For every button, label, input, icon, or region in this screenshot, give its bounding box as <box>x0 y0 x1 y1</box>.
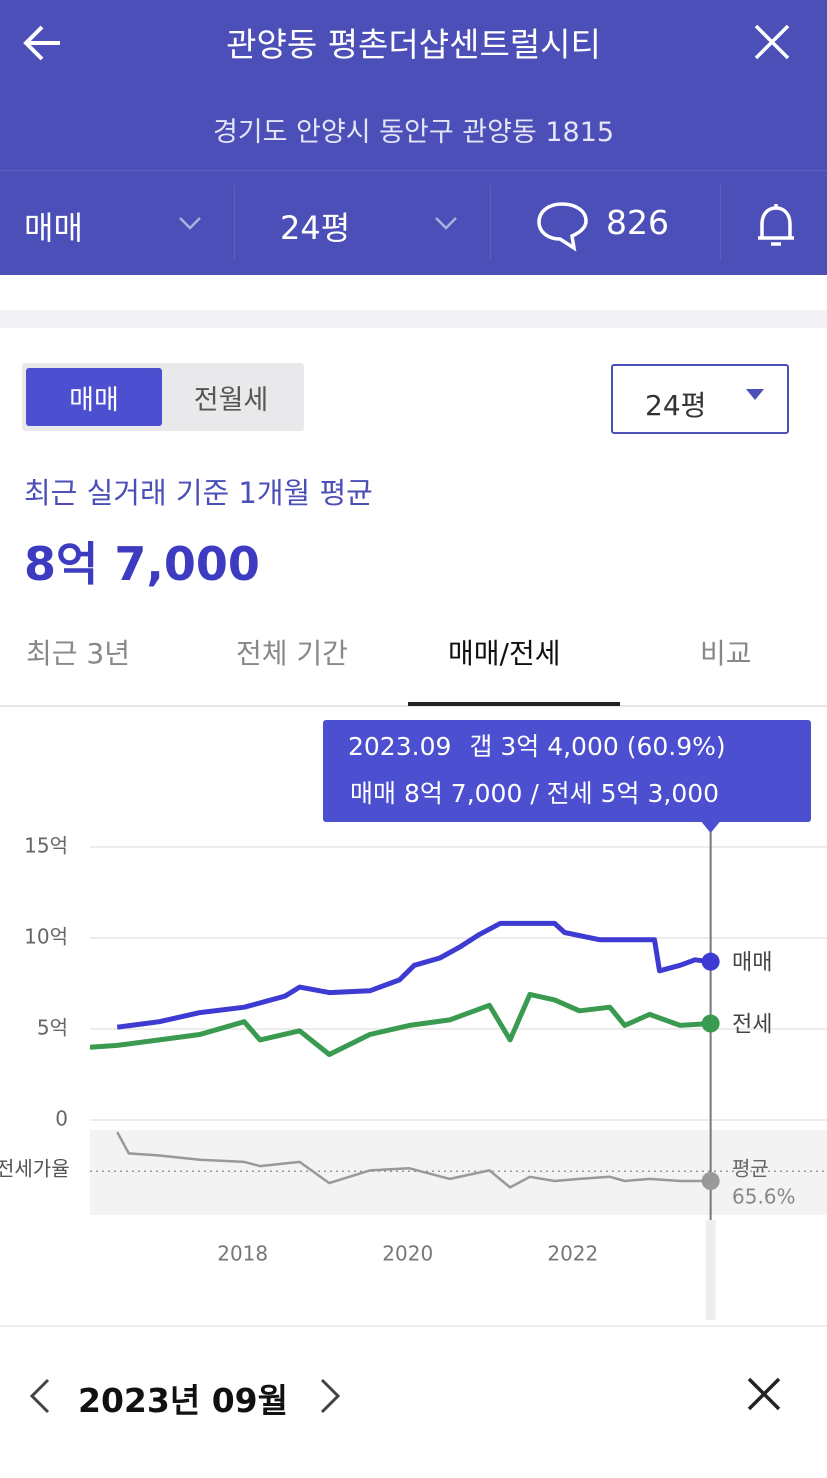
size-select-text: 24평 <box>645 389 707 422</box>
average-label: 평균 <box>732 1157 769 1181</box>
divider <box>0 310 827 328</box>
tab-rule <box>0 705 827 707</box>
address: 경기도 안양시 동안구 관양동 1815 <box>212 117 615 148</box>
y-tick-label: 15억 <box>24 834 68 858</box>
x-tick-label: 2018 <box>217 1242 268 1266</box>
line <box>89 991 711 1057</box>
line <box>116 1131 711 1189</box>
size-select[interactable]: 24평 <box>611 364 789 434</box>
average-value: 65.6% <box>732 1185 796 1209</box>
ratio-label: 전세가율 <box>0 1157 70 1181</box>
tab-active[interactable]: 매매/전세 <box>448 637 561 670</box>
tab-indicator <box>408 702 620 706</box>
size[interactable]: 24평 <box>280 209 351 247</box>
y-tick-label: 0 <box>55 1107 68 1131</box>
nav-bar <box>0 170 827 275</box>
tooltip-pointer <box>701 822 720 833</box>
y-tick-label: 5억 <box>37 1016 68 1040</box>
x-tick-label: 2022 <box>547 1242 598 1266</box>
legend-label: 매매 <box>732 951 772 976</box>
separator <box>234 185 235 259</box>
caption: 최근 실거래 기준 1개월 평균 <box>24 476 373 510</box>
cursor-shadow <box>705 1220 716 1320</box>
y-tick-label: 10억 <box>24 925 68 949</box>
divider <box>0 1325 827 1327</box>
close-icon[interactable] <box>752 22 792 62</box>
comment-count: 826 <box>606 203 669 242</box>
prev-icon[interactable] <box>26 1376 54 1416</box>
back-icon[interactable] <box>20 20 66 66</box>
deal-type[interactable]: 매매 <box>24 209 83 247</box>
next-icon[interactable] <box>316 1376 344 1416</box>
caret <box>746 389 764 400</box>
price: 8억 7,000 <box>24 537 260 591</box>
tab[interactable]: 비교 <box>700 637 752 670</box>
tooltip-line: 2023.09 갭 3억 4,000 (60.9%) <box>348 732 726 761</box>
end-dot <box>701 1172 720 1190</box>
toggle-rent[interactable]: 전월세 <box>193 384 269 416</box>
close-icon[interactable] <box>746 1376 782 1412</box>
toggle-sale[interactable]: 매매 <box>26 368 162 426</box>
tooltip-date: 2023.09 <box>348 732 451 761</box>
end-dot <box>701 952 720 971</box>
header <box>0 0 827 170</box>
line <box>116 920 711 1030</box>
x-tick-label: 2020 <box>382 1242 433 1266</box>
comment-icon[interactable] <box>536 200 592 252</box>
end-dot <box>701 1014 720 1033</box>
bell-icon[interactable] <box>752 200 800 252</box>
legend-label: 전세 <box>732 1013 772 1038</box>
chevron <box>435 217 457 230</box>
ratio-panel <box>90 1130 827 1215</box>
month: 2023년 09월 <box>78 1381 288 1420</box>
tooltip-gap: 갭 3억 4,000 (60.9%) <box>469 732 725 761</box>
tooltip <box>323 720 811 822</box>
separator <box>490 185 491 259</box>
tab[interactable]: 최근 3년 <box>26 637 130 670</box>
tooltip-line: 매매 8억 7,000 / 전세 5억 3,000 <box>350 779 719 808</box>
tab[interactable]: 전체 기간 <box>236 637 348 670</box>
chevron <box>179 217 201 230</box>
separator <box>720 185 721 259</box>
title: 관양동 평촌더샵센트럴시티 <box>226 25 601 64</box>
